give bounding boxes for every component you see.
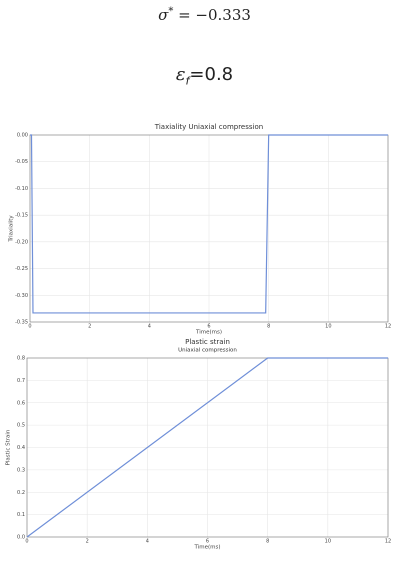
y-tick-label: -0.25 [15, 266, 28, 272]
line [26, 357, 388, 538]
equation: εf=0.8 [0, 64, 409, 88]
x-tick-label: 4 [146, 539, 149, 545]
equation-value: = −0.333 [173, 6, 251, 24]
y-tick-label: 0.6 [17, 400, 25, 406]
y-tick-label: -0.30 [15, 293, 28, 299]
y-tick-label: 0.0 [17, 535, 25, 541]
equation: σ* = −0.333 [0, 6, 409, 24]
symbol: σ [158, 6, 169, 24]
x-tick-label: 6 [207, 324, 210, 330]
plot-frame [29, 134, 389, 323]
y-tick-label: -0.05 [15, 159, 28, 165]
subscript: f [185, 74, 190, 88]
superscript: * [168, 6, 174, 17]
y-tick-label: 0.4 [17, 445, 25, 451]
x-tick-label: 8 [266, 539, 269, 545]
x-tick-label: 12 [385, 324, 391, 330]
x-tick-label: 0 [28, 324, 31, 330]
x-tick-label: 6 [206, 539, 209, 545]
x-axis-label: Time(ms) [194, 545, 221, 551]
chart-title: Tiaxiality Uniaxial compression [154, 123, 263, 131]
y-tick-label: 0.1 [17, 512, 25, 518]
plot-frame [26, 357, 389, 538]
x-tick-label: 12 [385, 539, 391, 545]
x-tick-label: 2 [86, 539, 89, 545]
y-tick-label: -0.15 [15, 213, 28, 219]
x-tick-label: 2 [88, 324, 91, 330]
x-tick-label: 8 [267, 324, 270, 330]
y-tick-label: 0.7 [17, 378, 25, 384]
y-tick-label: -0.10 [15, 186, 28, 192]
y-axis-label: Plastic Strain [6, 429, 12, 465]
y-axis-label: Triaxiality [9, 215, 15, 243]
y-tick-label: 0.2 [17, 490, 25, 496]
x-tick-label: 4 [148, 324, 151, 330]
x-tick-label: 10 [325, 324, 331, 330]
y-tick-label: -0.20 [15, 239, 28, 245]
symbol: ε [175, 64, 186, 85]
x-tick-label: 10 [325, 539, 331, 545]
y-tick-label: 0.5 [17, 423, 25, 429]
y-tick-label: 0.8 [17, 356, 25, 362]
y-tick-label: 0.3 [17, 467, 25, 473]
y-tick-label: -0.35 [15, 320, 28, 326]
line [30, 134, 388, 314]
x-axis-label: Time(ms) [195, 330, 222, 336]
chart-title: Plastic strain [185, 338, 230, 346]
equation-value: =0.8 [189, 64, 234, 85]
y-tick-label: 0.00 [17, 133, 28, 139]
chart-subtitle: Uniaxial compression [178, 348, 237, 354]
x-tick-label: 0 [25, 539, 28, 545]
